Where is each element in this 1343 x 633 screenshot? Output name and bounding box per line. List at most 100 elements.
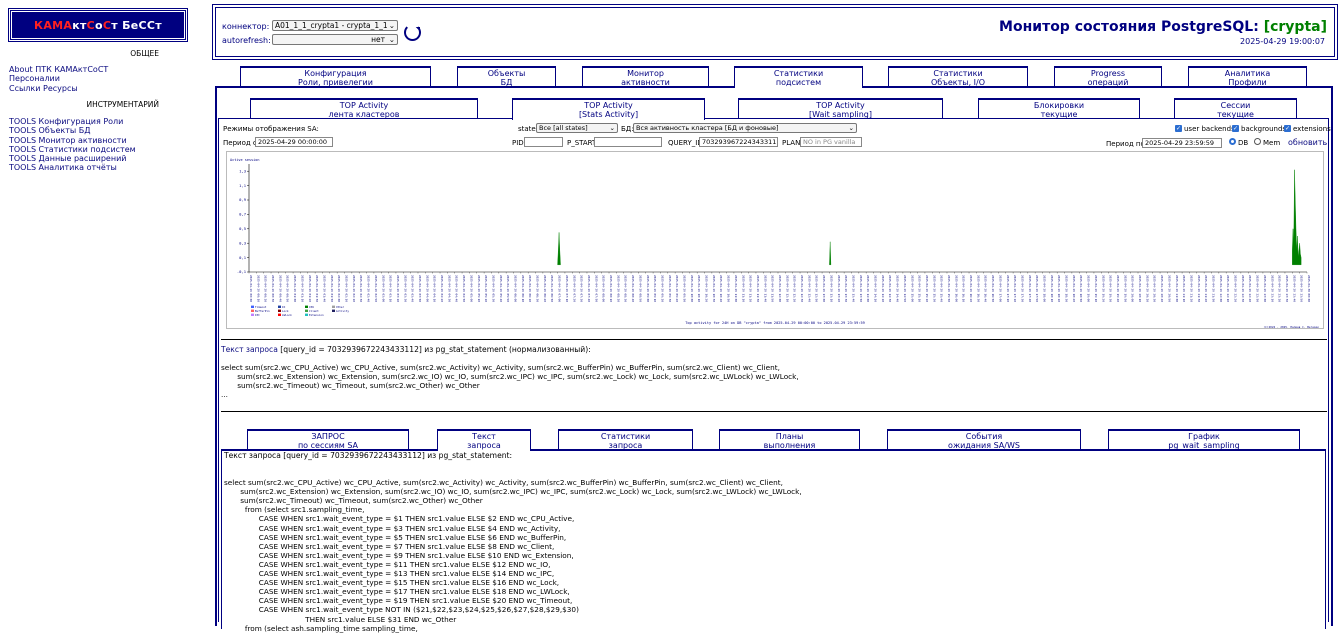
extensions-checkbox[interactable]: ✓ (1284, 125, 1291, 132)
tab-analytics[interactable]: Аналитика Профили (1188, 66, 1307, 87)
y-axis-label: Active session (230, 158, 260, 162)
subtab-stats-activity[interactable]: TOP Activity [Stats Activity] (512, 98, 705, 120)
link-tools-objects[interactable]: TOOLS Объекты БД (9, 126, 91, 136)
btab-query-text[interactable]: Текст запроса (437, 429, 531, 451)
period-to-input[interactable]: 2025-04-29 23:59:59 (1142, 138, 1222, 148)
pstart-input[interactable] (594, 137, 662, 147)
link-persons[interactable]: Персоналии (9, 74, 60, 84)
tab-objects[interactable]: Объекты БД (457, 66, 556, 87)
x-tick-label: 2025-04-29 22:10 (1226, 275, 1230, 302)
autorefresh-select[interactable]: нет ⌄ (272, 34, 398, 45)
x-tick-label: 2025-04-29 06:20 (528, 275, 532, 302)
x-tick-label: 2025-04-29 21:20 (1189, 275, 1193, 302)
tab-progress[interactable]: Progress операций (1054, 66, 1162, 87)
queryid-input[interactable]: 7032939672243433112 (699, 137, 778, 147)
tab-stats-subsystems[interactable]: Статистики подсистем (734, 66, 863, 88)
x-tick-label: 2025-04-29 16:10 (962, 275, 966, 302)
x-tick-label: 2025-04-29 22:30 (1241, 275, 1245, 302)
legend-label: Activity (336, 309, 349, 313)
link-tools-extensions[interactable]: TOOLS Данные расширений (9, 154, 127, 164)
legend-swatch (278, 305, 281, 308)
divider (221, 411, 1327, 412)
query-line: CASE WHEN src1.wait_event_type NOT IN ($… (224, 605, 579, 615)
link-tools-monitor[interactable]: TOOLS Монитор активности (9, 135, 127, 145)
db-select[interactable]: Вся активность кластера [БД и фоновые] ⌄ (633, 123, 857, 133)
tab-config[interactable]: Конфигурация Роли, привелегии (240, 66, 431, 87)
x-tick-label: 2025-04-29 03:40 (411, 275, 415, 302)
query-line: CASE WHEN src1.wait_event_type = $15 THE… (224, 578, 560, 588)
tab-stats-objects[interactable]: Статистики Объекты, I/O (888, 66, 1028, 87)
query-line: from (select ash.sampling_time sampling_… (224, 623, 418, 633)
chevron-down-icon: ⌄ (388, 35, 395, 44)
user-backends-checkbox[interactable]: ✓ (1175, 125, 1182, 132)
x-tick-label: 2025-04-29 15:50 (947, 275, 951, 302)
query-heading-link[interactable]: Текст запроса (221, 345, 278, 354)
query-line: CASE WHEN src1.wait_event_type = $5 THEN… (224, 532, 567, 542)
query-line: CASE WHEN src1.wait_event_type = $9 THEN… (224, 550, 574, 560)
link-about[interactable]: About ПТК КАМАктСоСТ (9, 65, 109, 74)
x-tick-label: 2025-04-29 18:20 (1057, 275, 1061, 302)
x-tick-label: 2025-04-29 21:30 (1197, 275, 1201, 302)
tab-monitor[interactable]: Монитор активности (582, 66, 709, 87)
x-tick-label: 2025-04-29 05:00 (469, 275, 473, 302)
logo-text: о (95, 18, 103, 32)
x-tick-label: 2025-04-30 00:00 (1307, 275, 1311, 302)
x-tick-label: 2025-04-29 00:00 (249, 275, 253, 302)
x-tick-label: 2025-04-29 15:30 (932, 275, 936, 302)
btab-wait-events[interactable]: События ожидания SA/WS (887, 429, 1081, 450)
reload-icon[interactable] (404, 24, 421, 41)
db-radio[interactable] (1229, 138, 1236, 145)
connector-select[interactable]: A01_1_1_crypta1 - crypta_1_1 ⌄ (272, 20, 398, 31)
tab-label: БД (500, 78, 513, 87)
x-tick-label: 2025-04-29 15:40 (940, 275, 944, 302)
tab-label: ЗАПРОС (311, 432, 345, 441)
link-resources[interactable]: Ссылки Ресурсы (9, 83, 78, 93)
x-tick-label: 2025-04-29 04:00 (425, 275, 429, 302)
bottom-query-heading: Текст запроса [query_id = 70329396722434… (224, 451, 513, 460)
x-tick-label: 2025-04-29 07:30 (580, 275, 584, 302)
tab-label: подсистем (775, 78, 822, 87)
query-line: sum(src2.wc_Extension) wc_Extension, sum… (224, 487, 802, 497)
tab-label: выполнения (763, 441, 816, 450)
x-tick-label: 2025-04-29 20:30 (1153, 275, 1157, 302)
x-tick-label: 2025-04-29 10:10 (697, 275, 701, 302)
btab-query-stats[interactable]: Статистики запроса (558, 429, 693, 450)
link-tools-analytics[interactable]: TOOLS Аналитика отчёты (9, 163, 117, 173)
link-tools-stats[interactable]: TOOLS Статистики подсистем (9, 144, 136, 154)
tab-label: операций (1087, 78, 1129, 87)
x-tick-label: 2025-04-29 01:20 (308, 275, 312, 302)
x-tick-label: 2025-04-29 23:40 (1292, 275, 1296, 302)
x-tick-label: 2025-04-29 20:10 (1138, 275, 1142, 302)
header-panel: коннектор: A01_1_1_crypta1 - crypta_1_1 ⌄… (212, 4, 1338, 60)
state-select[interactable]: Все [all states] ⌄ (536, 123, 618, 133)
x-tick-label: 2025-04-29 02:00 (337, 275, 341, 302)
subtab-top-clusters[interactable]: TOP Activity лента кластеров (250, 98, 478, 119)
plan-input[interactable]: NO in PG vanilla (800, 137, 862, 147)
logo-text: т БеССт (111, 18, 162, 32)
refresh-link[interactable]: обновить (1288, 138, 1328, 147)
tab-label: Объекты, I/O (930, 78, 986, 87)
link-tools-config[interactable]: TOOLS Конфигурация Роли (9, 117, 124, 126)
x-tick-label: 2025-04-29 00:20 (264, 275, 268, 302)
x-tick-label: 2025-04-29 04:50 (462, 275, 466, 302)
pid-input[interactable] (524, 137, 563, 147)
x-tick-label: 2025-04-29 09:50 (682, 275, 686, 302)
backgrounds-checkbox[interactable]: ✓ (1232, 125, 1239, 132)
chart-footer: (C)2024 - 2025, Палиев С. Ветерок (1263, 325, 1319, 328)
x-tick-label: 2025-04-29 07:10 (565, 275, 569, 302)
subtab-sessions[interactable]: Сессии текущие (1174, 98, 1297, 119)
tools-links: TOOLS Конфигурация Роли TOOLS Объекты БД… (9, 117, 136, 173)
period-from-input[interactable]: 2025-04-29 00:00:00 (255, 137, 333, 147)
btab-wait-graph[interactable]: График pg_wait_sampling (1108, 429, 1300, 450)
mem-radio[interactable] (1254, 138, 1261, 145)
x-tick-label: 2025-04-29 03:10 (389, 275, 393, 302)
subtab-locks[interactable]: Блокировки текущие (978, 98, 1140, 119)
subtab-wait-sampling[interactable]: TOP Activity [Wait sampling] (738, 98, 943, 119)
btab-query-sessions[interactable]: ЗАПРОС по сессиям SA (247, 429, 409, 450)
x-tick-label: 2025-04-29 05:20 (484, 275, 488, 302)
x-tick-label: 2025-04-29 17:30 (1020, 275, 1024, 302)
autorefresh-label: autorefresh: (222, 36, 271, 45)
x-tick-label: 2025-04-29 03:50 (418, 275, 422, 302)
btab-plans[interactable]: Планы выполнения (719, 429, 860, 450)
